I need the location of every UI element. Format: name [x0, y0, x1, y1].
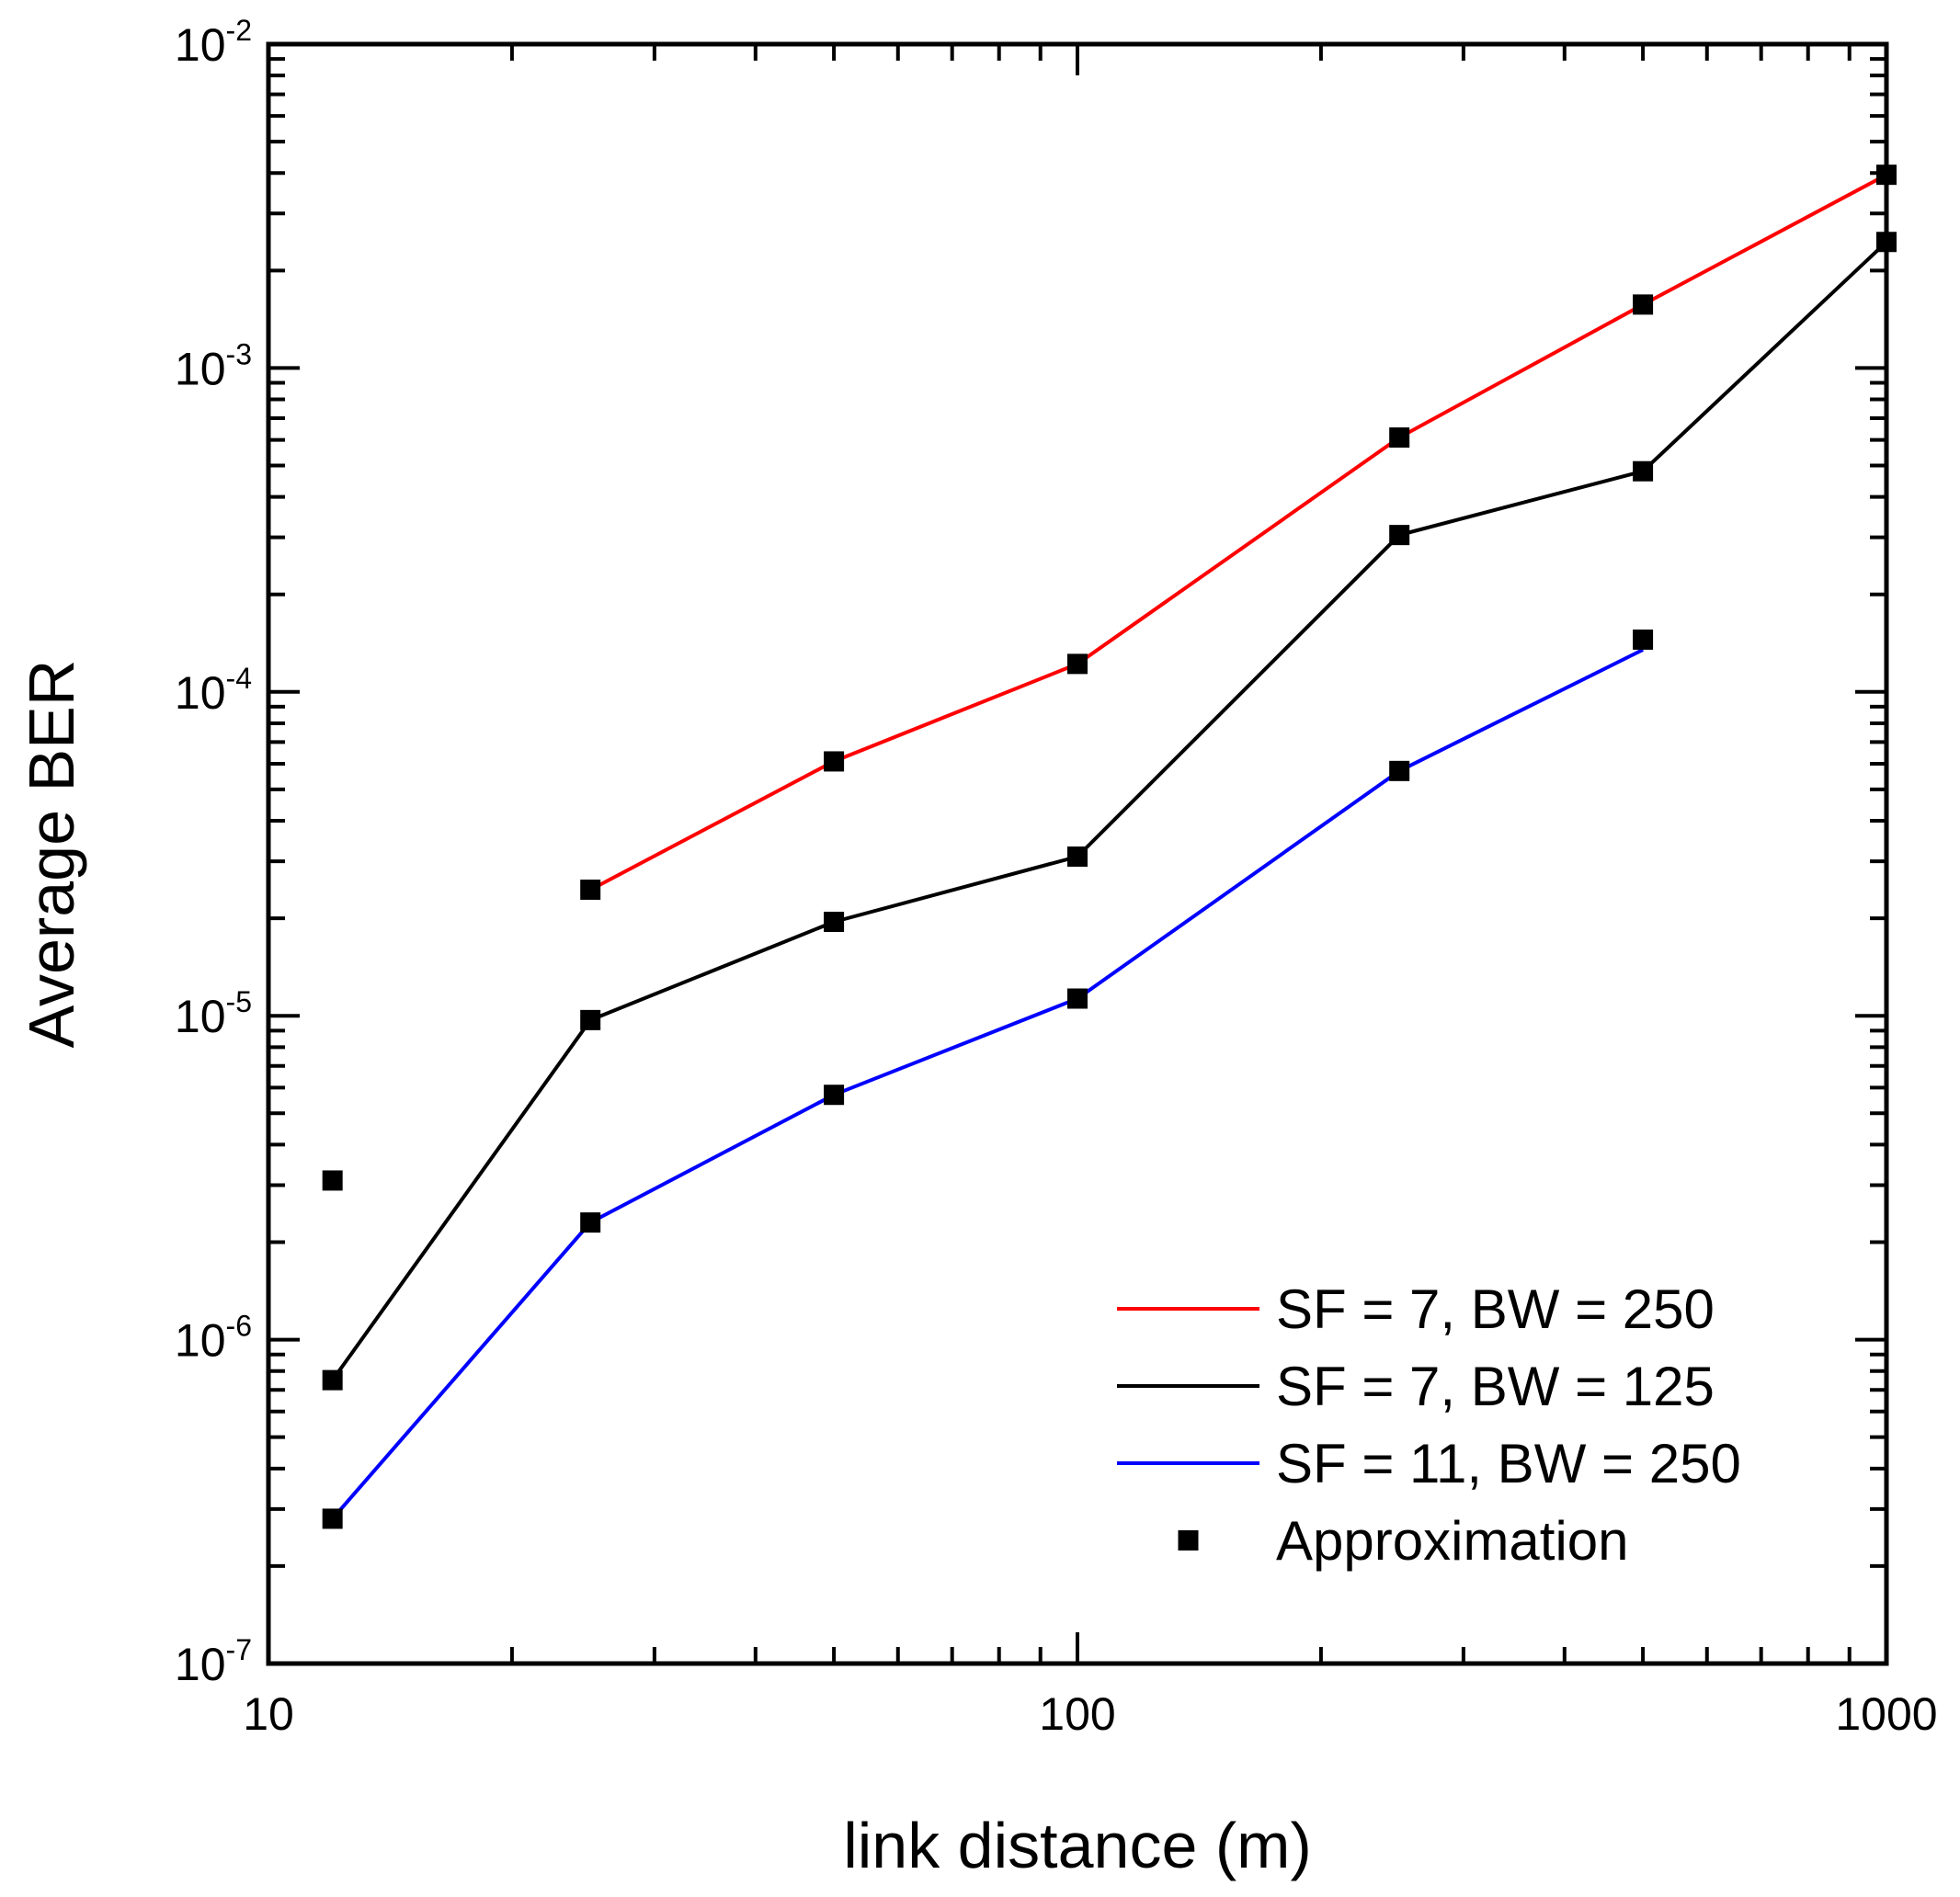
y-tick-base: 10	[175, 991, 226, 1042]
series-line-3	[331, 648, 1644, 1520]
y-tick-exponent: -3	[226, 337, 252, 370]
minor-ticks	[268, 44, 1886, 1664]
x-tick-label: 10	[243, 1688, 294, 1740]
y-tick-base: 10	[175, 667, 226, 719]
x-axis-title: link distance (m)	[843, 1810, 1312, 1881]
legend: SF = 7, BW = 250 SF = 7, BW = 125 SF = 11,…	[1117, 1278, 1741, 1572]
x-tick-label: 100	[1039, 1688, 1115, 1740]
y-tick-base: 10	[175, 1315, 226, 1367]
x-tick-labels: 10 100 1000	[243, 1688, 1937, 1740]
y-tick-exponent: -7	[226, 1633, 252, 1666]
y-tick-label: 10-4	[175, 662, 252, 719]
y-tick-label: 10-6	[175, 1310, 252, 1367]
y-tick-exponent: -5	[226, 985, 252, 1018]
approximation-marker	[1633, 629, 1654, 650]
y-tick-base: 10	[175, 19, 226, 71]
approximation-marker	[1389, 525, 1410, 546]
approximation-marker	[322, 1170, 343, 1191]
approximation-marker	[322, 1369, 343, 1391]
legend-marker-approximation	[1178, 1530, 1199, 1551]
approximation-marker	[580, 880, 601, 901]
y-tick-labels: 10-710-610-510-410-310-2	[175, 14, 252, 1690]
y-tick-exponent: -6	[226, 1310, 252, 1343]
y-tick-label: 10-7	[175, 1633, 252, 1690]
legend-label-approximation: Approximation	[1276, 1510, 1629, 1572]
y-tick-base: 10	[175, 1639, 226, 1690]
legend-label-1: SF = 7, BW = 250	[1276, 1278, 1715, 1340]
y-tick-label: 10-5	[175, 985, 252, 1042]
approximation-marker	[1067, 846, 1088, 868]
approximation-marker	[1067, 653, 1088, 675]
y-tick-label: 10-3	[175, 337, 252, 394]
x-tick-label: 1000	[1835, 1688, 1937, 1740]
approximation-marker	[1389, 427, 1410, 449]
approximation-marker	[580, 1212, 601, 1233]
approximation-marker	[824, 751, 845, 772]
approximation-marker	[580, 1009, 601, 1030]
y-axis-title: Average BER	[16, 660, 87, 1049]
series-line-1	[589, 173, 1887, 892]
approximation-marker	[1633, 294, 1654, 315]
approximation-marker	[824, 911, 845, 932]
y-tick-label: 10-2	[175, 14, 252, 71]
approximation-marker	[1633, 460, 1654, 482]
y-tick-base: 10	[175, 343, 226, 394]
y-tick-exponent: -2	[226, 14, 252, 47]
plot-frame	[266, 41, 1889, 1666]
legend-label-3: SF = 11, BW = 250	[1276, 1433, 1741, 1494]
approximation-markers	[322, 165, 1897, 1529]
approximation-marker	[824, 1085, 845, 1106]
y-tick-exponent: -4	[226, 662, 252, 695]
legend-label-2: SF = 7, BW = 125	[1276, 1356, 1715, 1417]
approximation-marker	[1389, 760, 1410, 781]
approximation-marker	[322, 1508, 343, 1529]
approximation-marker	[1067, 988, 1088, 1009]
